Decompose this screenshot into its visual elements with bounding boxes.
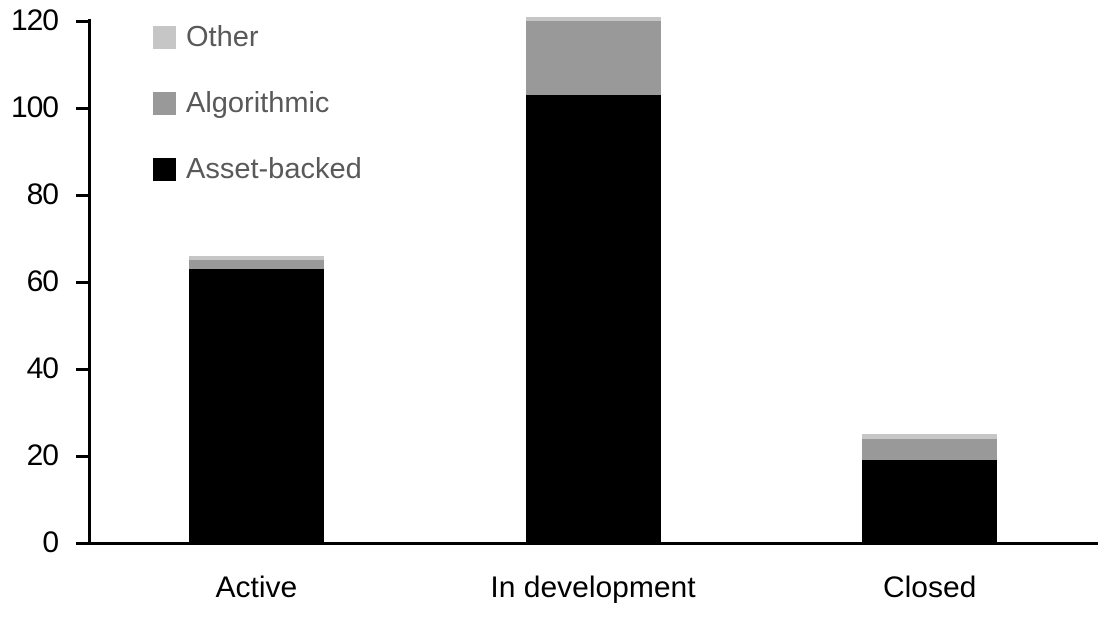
bar-segment-active-algorithmic (188, 260, 324, 269)
bar-segment-in-development-asset-backed (525, 94, 661, 543)
legend: Other Algorithmic Asset-backed (153, 21, 362, 219)
x-axis-label-active: Active (215, 571, 298, 604)
y-axis-tick-label: 60 (26, 265, 59, 298)
y-axis-tick-label: 40 (26, 352, 59, 385)
legend-item-asset-backed: Asset-backed (153, 153, 362, 186)
y-axis-tick-label: 20 (26, 439, 59, 472)
y-axis-tick (76, 194, 88, 197)
x-axis-line (88, 542, 1098, 545)
legend-swatch-algorithmic (153, 92, 176, 115)
y-axis-tick (76, 368, 88, 371)
legend-label-other: Other (186, 21, 259, 53)
x-axis-label-in-development: In development (490, 571, 696, 604)
bar-segment-active-other (188, 255, 324, 261)
y-axis-tick-label: 100 (10, 91, 59, 124)
y-axis-tick-label: 0 (42, 526, 59, 559)
legend-swatch-other (153, 26, 176, 49)
legend-swatch-asset-backed (153, 158, 176, 181)
y-axis-tick-label: 120 (10, 4, 59, 37)
legend-label-asset-backed: Asset-backed (186, 153, 362, 185)
y-axis-tick (76, 281, 88, 284)
bar-segment-in-development-other (525, 16, 661, 21)
x-axis-label-closed: Closed (882, 571, 977, 604)
bar-segment-in-development-algorithmic (525, 21, 661, 95)
bar-segment-closed-asset-backed (862, 460, 998, 543)
y-axis-tick (76, 107, 88, 110)
y-axis-tick-label: 80 (26, 178, 59, 211)
legend-item-algorithmic: Algorithmic (153, 87, 362, 120)
y-axis-line (88, 19, 91, 545)
legend-item-other: Other (153, 21, 362, 54)
y-axis-tick (76, 455, 88, 458)
bar-segment-closed-algorithmic (862, 438, 998, 461)
bar-segment-active-asset-backed (188, 268, 324, 543)
legend-label-algorithmic: Algorithmic (186, 87, 330, 119)
y-axis-tick (76, 542, 88, 545)
bar-segment-closed-other (862, 434, 998, 439)
y-axis-tick (76, 20, 88, 23)
